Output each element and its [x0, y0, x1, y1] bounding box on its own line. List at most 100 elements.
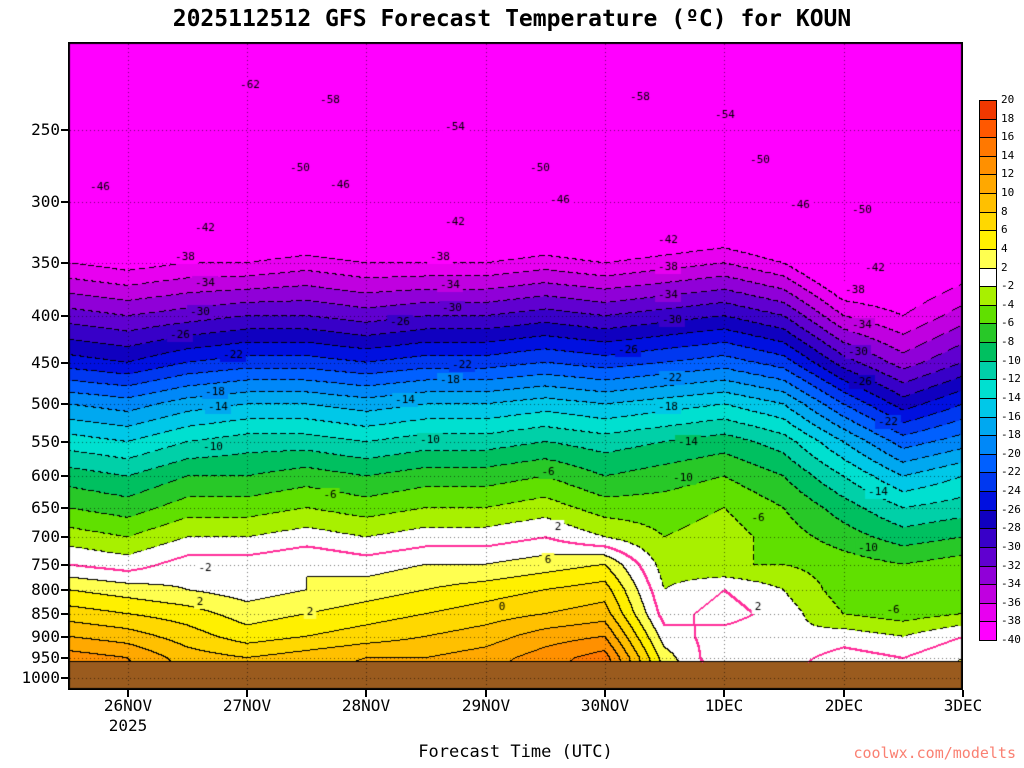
colorbar-label: 4 — [1001, 241, 1008, 255]
colorbar-box — [979, 565, 997, 586]
colorbar-label: 16 — [1001, 130, 1015, 144]
colorbar-label: -4 — [1001, 297, 1015, 311]
colorbar-box — [979, 174, 997, 195]
colorbar-label: -30 — [1001, 539, 1021, 553]
colorbar-box — [979, 155, 997, 176]
x-axis-title: Forecast Time (UTC) — [418, 742, 613, 762]
colorbar-box — [979, 379, 997, 399]
y-tick-label: 800 — [31, 580, 60, 599]
y-tick-mark — [61, 564, 68, 566]
y-tick-label: 750 — [31, 555, 60, 574]
colorbar-box — [979, 248, 997, 269]
colorbar-box — [979, 472, 997, 493]
colorbar-box — [979, 193, 997, 213]
colorbar-label: -24 — [1001, 484, 1021, 498]
colorbar-label: 14 — [1001, 148, 1015, 162]
y-tick-label: 400 — [31, 306, 60, 325]
y-tick-label: 900 — [31, 627, 60, 646]
y-tick-label: 650 — [31, 498, 60, 517]
y-tick-mark — [61, 362, 68, 364]
colorbar-label: -8 — [1001, 335, 1015, 349]
y-tick-mark — [61, 262, 68, 264]
y-tick-label: 600 — [31, 466, 60, 485]
x-tick-label: 27NOV — [222, 696, 272, 715]
x-tick-mark — [962, 690, 964, 697]
colorbar-label: 20 — [1001, 93, 1015, 106]
colorbar-label: 18 — [1001, 111, 1015, 125]
x-tick-mark — [485, 690, 487, 697]
y-tick-label: 1000 — [21, 668, 60, 687]
colorbar-box — [979, 491, 997, 511]
y-tick-mark — [61, 475, 68, 477]
x-tick-mark — [843, 690, 845, 697]
y-tick-label: 300 — [31, 192, 60, 211]
colorbar-box — [979, 118, 997, 139]
watermark-link[interactable]: coolwx.com/modelts — [853, 744, 1016, 762]
colorbar-label: -40 — [1001, 633, 1021, 646]
x-tick-label: 26NOV — [103, 696, 153, 715]
colorbar-box — [979, 304, 997, 325]
colorbar-label: -16 — [1001, 409, 1021, 423]
colorbar-label: 8 — [1001, 204, 1008, 218]
colorbar-box — [979, 211, 997, 232]
colorbar-label: -12 — [1001, 372, 1021, 386]
colorbar-label: 10 — [1001, 186, 1015, 200]
y-tick-label: 250 — [31, 120, 60, 139]
x-tick-mark — [604, 690, 606, 697]
colorbar-label: 6 — [1001, 223, 1008, 237]
y-tick-mark — [61, 657, 68, 659]
colorbar-box — [979, 100, 997, 120]
page-title: 2025112512 GFS Forecast Temperature (ºC)… — [172, 6, 852, 32]
x-tick-label: 30NOV — [580, 696, 630, 715]
colorbar-label: -34 — [1001, 577, 1021, 591]
x-tick-label: 2DEC — [824, 696, 864, 715]
colorbar-box — [979, 137, 997, 157]
colorbar-label: 2 — [1001, 260, 1008, 274]
colorbar-label: -32 — [1001, 558, 1021, 572]
colorbar-box — [979, 286, 997, 306]
colorbar-box — [979, 509, 997, 530]
colorbar-box — [979, 416, 997, 437]
colorbar-label: -2 — [1001, 279, 1015, 293]
colorbar-label: -10 — [1001, 353, 1021, 367]
y-tick-label: 850 — [31, 604, 60, 623]
colorbar-box — [979, 546, 997, 567]
y-tick-mark — [61, 403, 68, 405]
y-tick-mark — [61, 613, 68, 615]
y-tick-label: 700 — [31, 527, 60, 546]
colorbar-box — [979, 528, 997, 548]
x-tick-label: 1DEC — [704, 696, 744, 715]
y-tick-mark — [61, 441, 68, 443]
colorbar-label: -38 — [1001, 614, 1021, 628]
y-tick-mark — [61, 315, 68, 317]
colorbar-box — [979, 342, 997, 362]
x-tick-label: 29NOV — [461, 696, 511, 715]
colorbar-label: -22 — [1001, 465, 1021, 479]
x-tick-label: 28NOV — [341, 696, 391, 715]
colorbar-box — [979, 435, 997, 455]
y-tick-label: 450 — [31, 353, 60, 372]
y-tick-label: 950 — [31, 648, 60, 667]
colorbar-label: -28 — [1001, 521, 1021, 535]
colorbar-label: -18 — [1001, 428, 1021, 442]
x-axis-year-label: 2025 — [108, 716, 148, 735]
y-tick-mark — [61, 201, 68, 203]
y-tick-mark — [61, 677, 68, 679]
x-tick-mark — [246, 690, 248, 697]
colorbar-box — [979, 602, 997, 623]
y-tick-mark — [61, 536, 68, 538]
colorbar-label: 12 — [1001, 167, 1015, 181]
x-tick-mark — [365, 690, 367, 697]
y-tick-label: 500 — [31, 394, 60, 413]
y-tick-label: 350 — [31, 253, 60, 272]
colorbar-label: -36 — [1001, 595, 1021, 609]
colorbar-label: -26 — [1001, 502, 1021, 516]
colorbar-box — [979, 621, 997, 641]
x-tick-label: 3DEC — [943, 696, 983, 715]
colorbar-box — [979, 267, 997, 288]
y-tick-mark — [61, 589, 68, 591]
colorbar-label: -14 — [1001, 390, 1021, 404]
y-tick-mark — [61, 636, 68, 638]
colorbar-box — [979, 360, 997, 381]
